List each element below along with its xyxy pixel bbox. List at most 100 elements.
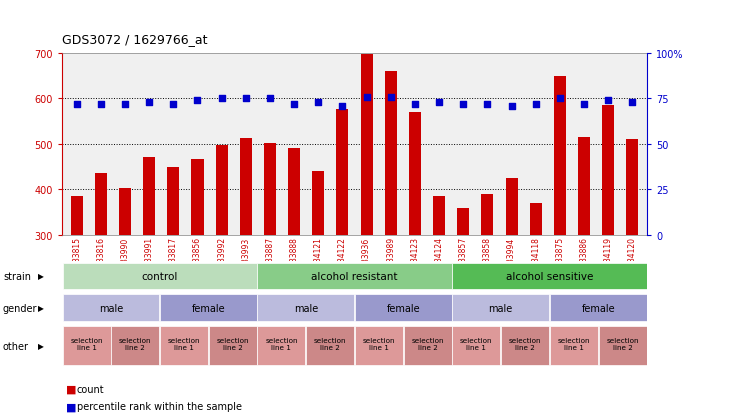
Bar	[216, 146, 227, 235]
Bar	[71, 197, 83, 235]
Point	[626, 100, 638, 106]
Text: control: control	[141, 271, 178, 281]
Bar	[257, 295, 355, 321]
Point	[288, 101, 300, 108]
Point	[506, 103, 518, 110]
Text: gender: gender	[3, 303, 37, 313]
Bar	[501, 326, 549, 365]
Point	[216, 96, 227, 102]
Point	[554, 96, 566, 102]
Point	[385, 94, 397, 101]
Point	[602, 97, 614, 104]
Text: ■: ■	[66, 401, 76, 411]
Text: selection
line 2: selection line 2	[509, 337, 542, 350]
Point	[95, 101, 107, 108]
Point	[336, 103, 348, 110]
Bar	[111, 326, 159, 365]
Bar	[452, 326, 500, 365]
Text: selection
line 2: selection line 2	[606, 337, 639, 350]
Bar	[240, 139, 252, 235]
Bar	[355, 295, 452, 321]
Point	[433, 100, 445, 106]
Bar	[360, 55, 373, 235]
Point	[240, 96, 251, 102]
Text: female: female	[192, 303, 225, 313]
Bar	[404, 326, 452, 365]
Bar	[578, 138, 590, 235]
Bar	[95, 173, 107, 235]
Point	[119, 101, 131, 108]
Bar	[336, 109, 349, 235]
Bar	[143, 157, 155, 235]
Text: male: male	[99, 303, 123, 313]
Bar	[160, 295, 257, 321]
Text: selection
line 1: selection line 1	[265, 337, 298, 350]
Text: other: other	[3, 341, 29, 351]
Text: ■: ■	[66, 384, 76, 394]
Bar	[530, 204, 542, 235]
Bar	[550, 295, 647, 321]
Text: selection
line 1: selection line 1	[363, 337, 395, 350]
Bar	[452, 295, 549, 321]
Bar	[452, 263, 646, 290]
Point	[143, 100, 155, 106]
Bar	[257, 326, 306, 365]
Bar	[119, 189, 131, 235]
Text: selection
line 2: selection line 2	[412, 337, 444, 350]
Point	[458, 101, 469, 108]
Bar	[306, 326, 355, 365]
Text: male: male	[488, 303, 513, 313]
Bar	[599, 326, 647, 365]
Text: selection
line 1: selection line 1	[70, 337, 103, 350]
Bar	[506, 178, 518, 235]
Text: selection
line 2: selection line 2	[119, 337, 151, 350]
Text: GDS3072 / 1629766_at: GDS3072 / 1629766_at	[62, 33, 208, 45]
Text: count: count	[77, 384, 105, 394]
Text: selection
line 1: selection line 1	[167, 337, 200, 350]
Bar	[63, 326, 110, 365]
Text: selection
line 2: selection line 2	[216, 337, 249, 350]
Text: selection
line 2: selection line 2	[314, 337, 346, 350]
Bar	[602, 105, 614, 235]
Bar	[257, 263, 452, 290]
Text: ▶: ▶	[38, 272, 44, 281]
Point	[312, 100, 324, 106]
Bar	[385, 72, 397, 235]
Text: alcohol resistant: alcohol resistant	[311, 271, 398, 281]
Bar	[626, 140, 638, 235]
Bar	[160, 326, 208, 365]
Text: selection
line 1: selection line 1	[460, 337, 493, 350]
Point	[578, 101, 590, 108]
Bar	[264, 144, 276, 235]
Text: alcohol sensitive: alcohol sensitive	[506, 271, 593, 281]
Bar	[63, 263, 257, 290]
Bar	[63, 295, 159, 321]
Point	[71, 101, 83, 108]
Bar	[288, 149, 300, 235]
Text: strain: strain	[3, 271, 31, 281]
Text: percentile rank within the sample: percentile rank within the sample	[77, 401, 242, 411]
Bar	[457, 208, 469, 235]
Point	[192, 97, 203, 104]
Text: selection
line 1: selection line 1	[558, 337, 590, 350]
Bar	[209, 326, 257, 365]
Bar	[409, 113, 421, 235]
Bar	[312, 172, 325, 235]
Point	[167, 101, 179, 108]
Text: female: female	[387, 303, 420, 313]
Bar	[482, 195, 493, 235]
Point	[409, 101, 421, 108]
Bar	[550, 326, 598, 365]
Bar	[554, 76, 566, 235]
Bar	[192, 159, 203, 235]
Point	[530, 101, 542, 108]
Text: female: female	[581, 303, 615, 313]
Point	[264, 96, 276, 102]
Text: ▶: ▶	[38, 304, 44, 313]
Text: ▶: ▶	[38, 341, 44, 350]
Point	[482, 101, 493, 108]
Bar	[167, 168, 179, 235]
Point	[361, 94, 373, 101]
Bar	[355, 326, 403, 365]
Bar	[433, 197, 445, 235]
